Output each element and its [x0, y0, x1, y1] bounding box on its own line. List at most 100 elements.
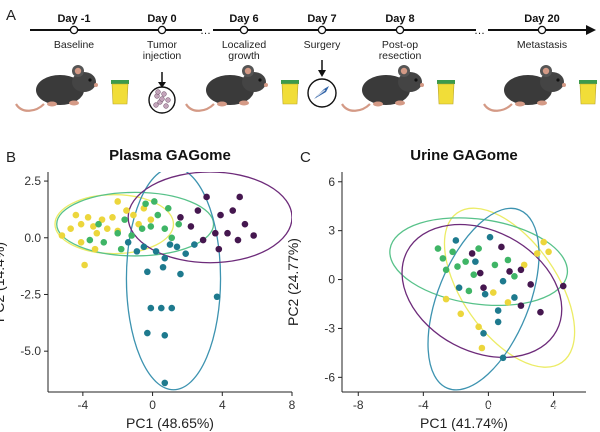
data-point: [212, 229, 219, 237]
data-point: [67, 225, 74, 233]
scatter-points: [58, 193, 257, 387]
data-point: [217, 211, 224, 219]
data-point: [478, 344, 486, 352]
timeline-day-label: Day 7: [307, 13, 336, 25]
data-point: [486, 233, 494, 241]
data-point: [454, 263, 461, 270]
data-point: [142, 200, 149, 208]
data-point: [480, 284, 487, 292]
mouse-nose: [420, 83, 424, 87]
data-point: [144, 329, 151, 337]
data-point: [434, 245, 442, 252]
data-point: [476, 269, 484, 277]
data-point: [164, 204, 172, 212]
mouse-ear-inner: [400, 67, 408, 75]
data-point: [117, 245, 125, 253]
timeline-break-2: …: [474, 25, 485, 37]
mouse-foot: [47, 101, 57, 107]
data-point: [229, 207, 237, 214]
panel-b-letter: B: [6, 149, 16, 166]
timeline-marker: [537, 25, 547, 35]
panel-c-letter: C: [300, 149, 311, 166]
urine-cup-body: [111, 83, 129, 105]
data-point: [517, 266, 525, 274]
data-point: [468, 250, 476, 257]
data-point: [472, 258, 479, 265]
data-point: [109, 214, 116, 221]
y-tick-label: 2.5: [24, 174, 41, 188]
timeline-event-label: Surgery: [304, 39, 342, 51]
data-point: [241, 220, 249, 228]
data-point: [123, 207, 130, 214]
ellipse-day20: [401, 223, 563, 359]
data-point: [77, 220, 85, 228]
mouse-ear-inner: [74, 67, 82, 75]
data-point: [475, 245, 482, 252]
data-point: [103, 225, 111, 233]
data-point: [465, 287, 473, 295]
ellipse-day20: [127, 172, 292, 264]
data-point: [511, 294, 518, 301]
mouse-foot: [395, 100, 405, 106]
ellipse-dayminus1: [443, 207, 576, 368]
data-point: [452, 237, 460, 244]
cell-dish-icon: [148, 72, 176, 114]
timeline-event: Day -1 Baseline: [15, 13, 129, 112]
urine-cup-lid: [281, 80, 299, 84]
timeline-day-label: Day -1: [57, 13, 90, 25]
data-point: [98, 216, 106, 223]
timeline-event-label: Post-op: [382, 39, 418, 51]
data-point: [559, 282, 567, 290]
mouse-eye: [88, 78, 92, 82]
data-point: [91, 245, 99, 253]
mouse-tail: [15, 103, 45, 112]
data-point: [439, 255, 447, 262]
urine-cup-body: [437, 83, 455, 105]
data-point: [90, 223, 97, 230]
urine-cup-body: [579, 83, 597, 105]
timeline-day-label: Day 20: [524, 13, 559, 25]
data-point: [199, 236, 207, 244]
mouse-body: [362, 75, 410, 105]
data-point: [86, 236, 94, 244]
data-point: [498, 243, 505, 251]
data-point: [159, 263, 167, 271]
data-point: [161, 254, 169, 262]
data-point: [114, 198, 122, 205]
data-point: [499, 354, 507, 362]
data-point: [161, 331, 169, 339]
ellipse-day8: [125, 172, 222, 391]
data-point: [168, 304, 176, 312]
mouse-nose: [264, 83, 268, 87]
urine-cup-lid: [437, 80, 455, 84]
timeline-event: Day 7 Surgery: [304, 13, 342, 108]
y-tick-label: 0.0: [24, 231, 41, 245]
urine-cup-lid: [579, 80, 597, 84]
data-point: [511, 272, 518, 280]
y-axis-title: PC2 (24.77%): [285, 238, 301, 326]
data-point: [147, 223, 155, 230]
data-point: [442, 266, 450, 274]
mouse-foot: [373, 101, 383, 107]
timeline-event-label: Metastasis: [517, 39, 567, 51]
data-point: [491, 261, 499, 269]
data-point: [177, 270, 184, 278]
timeline-marker: [317, 25, 327, 35]
data-point: [84, 214, 92, 221]
data-point: [95, 220, 102, 228]
data-point: [173, 243, 181, 251]
x-tick-label: -8: [353, 398, 364, 412]
y-tick-label: -6: [324, 370, 335, 384]
y-tick-label: -3: [324, 321, 335, 335]
data-point: [480, 330, 487, 337]
data-point: [203, 193, 210, 201]
timeline-arrowhead: [586, 25, 596, 35]
data-point: [442, 295, 450, 303]
ellipse-day8: [427, 207, 540, 391]
data-point: [187, 223, 195, 230]
data-point: [457, 310, 465, 318]
data-point: [455, 284, 463, 292]
data-point: [144, 268, 151, 276]
timeline-day-label: Day 0: [147, 13, 176, 25]
